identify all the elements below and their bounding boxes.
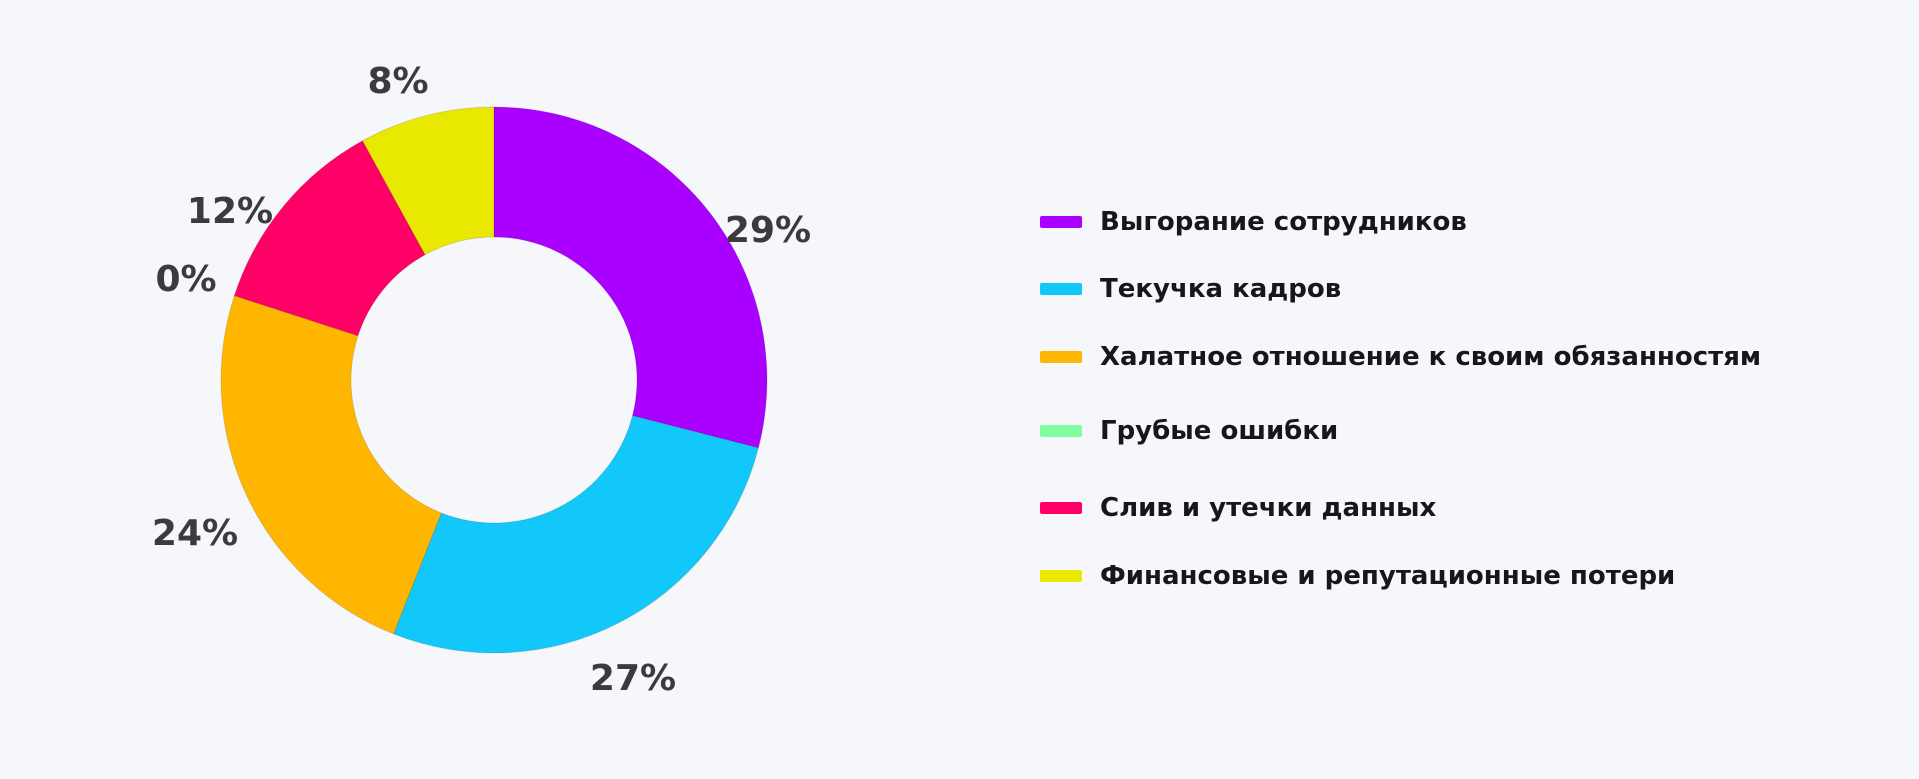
legend-label: Грубые ошибки — [1100, 416, 1339, 446]
donut-slice — [220, 295, 443, 635]
legend-label: Слив и утечки данных — [1100, 493, 1437, 523]
donut-slice — [392, 414, 760, 654]
legend-swatch — [1040, 351, 1082, 363]
legend-item: Текучка кадров — [1040, 269, 1341, 309]
percentage-labels: 29% 27% 24% 0% 12% 8% — [152, 61, 811, 699]
legend-label: Текучка кадров — [1100, 274, 1342, 304]
donut-slices — [220, 106, 768, 654]
legend-item: Слив и утечки данных — [1040, 488, 1436, 528]
legend-swatch — [1040, 216, 1082, 228]
legend-item: Выгорание сотрудников — [1040, 202, 1467, 242]
legend-item: Халатное отношение к своим обязанностям — [1040, 337, 1761, 377]
legend-label: Выгорание сотрудников — [1100, 207, 1467, 237]
legend-label: Финансовые и репутационные потери — [1100, 561, 1676, 591]
donut-slice — [493, 106, 768, 449]
legend-label: Халатное отношение к своим обязанностям — [1100, 342, 1762, 372]
slice-percentage-label: 8% — [367, 61, 428, 102]
legend-swatch — [1040, 283, 1082, 295]
slice-percentage-label: 0% — [155, 259, 216, 300]
slice-percentage-label: 24% — [152, 513, 238, 554]
legend-swatch — [1040, 570, 1082, 582]
chart-legend: Выгорание сотрудников Текучка кадров Хал… — [1040, 0, 1910, 779]
slice-percentage-label: 27% — [590, 658, 676, 699]
slice-percentage-label: 29% — [725, 210, 811, 251]
legend-item: Грубые ошибки — [1040, 411, 1338, 451]
legend-swatch — [1040, 502, 1082, 514]
legend-swatch — [1040, 425, 1082, 437]
legend-item: Финансовые и репутационные потери — [1040, 556, 1675, 596]
donut-slice — [361, 106, 495, 256]
slice-percentage-label: 12% — [187, 191, 273, 232]
donut-slice — [233, 140, 426, 337]
